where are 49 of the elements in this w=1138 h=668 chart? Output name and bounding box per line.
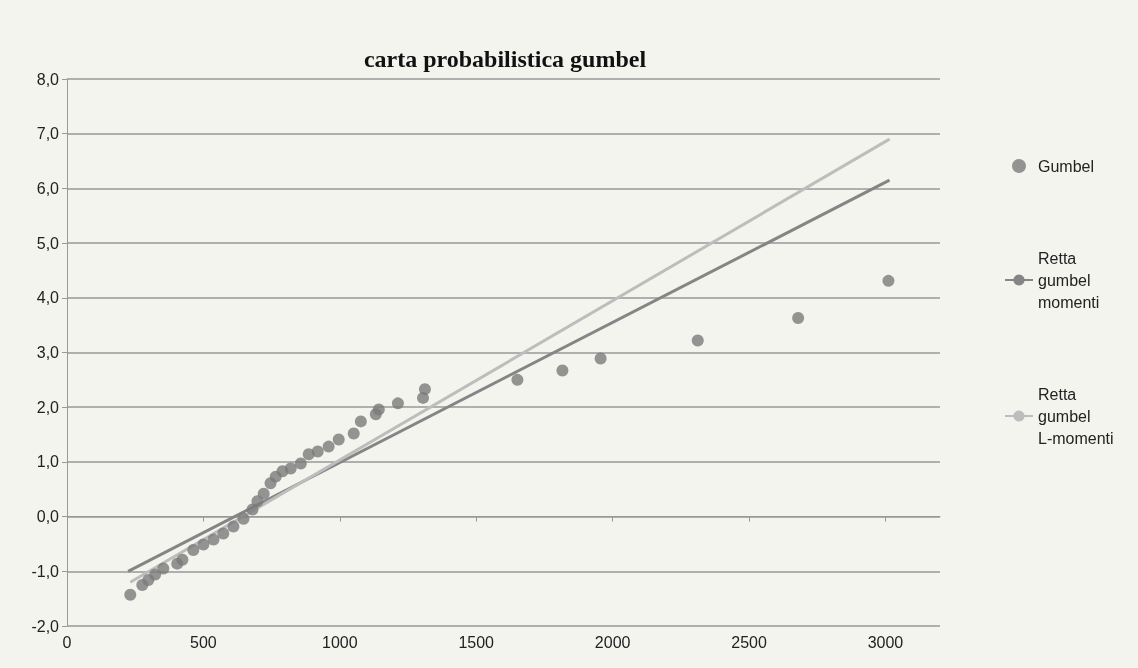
point xyxy=(237,512,250,525)
point xyxy=(257,487,270,500)
legend-label: Gumbel xyxy=(1038,157,1095,175)
point xyxy=(311,445,324,458)
point xyxy=(176,553,189,566)
x-tick-label: 2000 xyxy=(594,633,631,651)
y-tick-label: 0,0 xyxy=(36,508,60,526)
x-tick-label: 500 xyxy=(190,633,217,651)
point xyxy=(792,312,805,325)
point xyxy=(197,538,210,551)
point xyxy=(217,527,230,540)
point xyxy=(372,403,385,416)
y-tick-label: 6,0 xyxy=(36,179,60,197)
legend-label: Retta gumbel momenti xyxy=(1038,249,1100,311)
point xyxy=(332,433,345,446)
y-tick-label: 2,0 xyxy=(36,398,60,416)
point xyxy=(284,462,297,475)
point xyxy=(157,562,170,575)
point xyxy=(207,533,220,546)
y-tick-label: 3,0 xyxy=(36,344,60,361)
point xyxy=(418,383,431,396)
legend-label: Retta gumbel L-momenti xyxy=(1038,385,1114,447)
point xyxy=(594,352,607,365)
x-tick-label: 1000 xyxy=(322,633,358,651)
y-tick-label: -1,0 xyxy=(31,562,60,580)
y-tick-label: 5,0 xyxy=(36,234,60,252)
y-tick-label: -2,0 xyxy=(31,617,60,635)
point xyxy=(511,373,524,386)
point xyxy=(124,588,137,601)
x-tick-label: 2500 xyxy=(731,633,767,651)
point xyxy=(322,440,335,453)
y-tick-label: 8,0 xyxy=(36,70,60,88)
point xyxy=(391,397,404,410)
point xyxy=(294,457,307,470)
y-tick-label: 4,0 xyxy=(36,289,60,307)
point xyxy=(354,415,367,428)
chart-title: carta probabilistica gumbel xyxy=(363,46,647,72)
point xyxy=(187,543,200,556)
x-tick-label: 0 xyxy=(62,633,72,651)
y-tick-label: 7,0 xyxy=(36,125,60,143)
point xyxy=(149,568,162,581)
point xyxy=(882,274,895,287)
x-tick-label: 3000 xyxy=(867,633,904,651)
point xyxy=(227,520,240,533)
point xyxy=(347,427,360,440)
point xyxy=(691,334,704,347)
point xyxy=(556,364,569,377)
y-tick-label: 1,0 xyxy=(36,453,60,471)
x-tick-label: 1500 xyxy=(458,633,495,651)
